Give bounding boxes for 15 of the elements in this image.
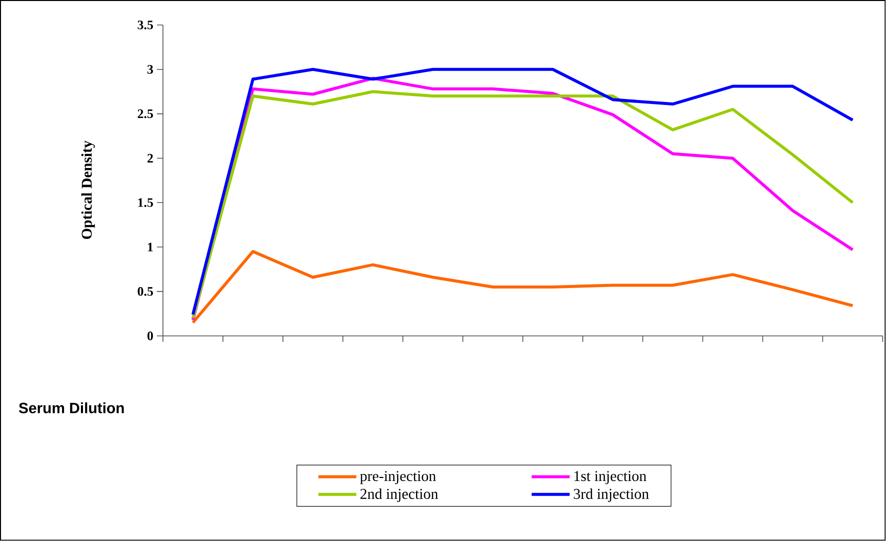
y-tick-label: 1 [148, 242, 153, 252]
line-series [191, 250, 854, 324]
legend-label: pre-injection [360, 471, 436, 484]
legend-label: 2nd injection [360, 488, 438, 502]
y-tick-label: 2 [148, 154, 153, 163]
x-axis-title: Serum Dilution [18, 402, 124, 414]
y-tick-label: 1.5 [138, 198, 153, 208]
y-tick-label: 0.5 [138, 287, 153, 296]
y-tick-label: 0 [147, 332, 153, 340]
legend-label: 3rd injection [574, 488, 649, 502]
legend-label: 1st injection [574, 471, 646, 484]
y-tick-label: 3 [147, 65, 153, 74]
y-tick-label: 3.5 [138, 20, 153, 30]
y-tick-label: 2.5 [138, 110, 153, 118]
y-axis-title: Optical Density [81, 140, 95, 240]
